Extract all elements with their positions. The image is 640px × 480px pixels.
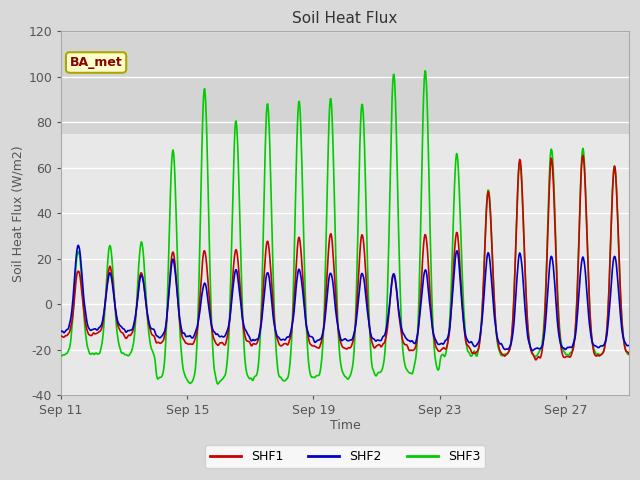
Y-axis label: Soil Heat Flux (W/m2): Soil Heat Flux (W/m2) [11, 145, 24, 282]
Legend: SHF1, SHF2, SHF3: SHF1, SHF2, SHF3 [205, 445, 486, 468]
X-axis label: Time: Time [330, 419, 360, 432]
Bar [61, 32, 629, 134]
Title: Soil Heat Flux: Soil Heat Flux [292, 11, 397, 26]
Text: BA_met: BA_met [70, 56, 122, 69]
